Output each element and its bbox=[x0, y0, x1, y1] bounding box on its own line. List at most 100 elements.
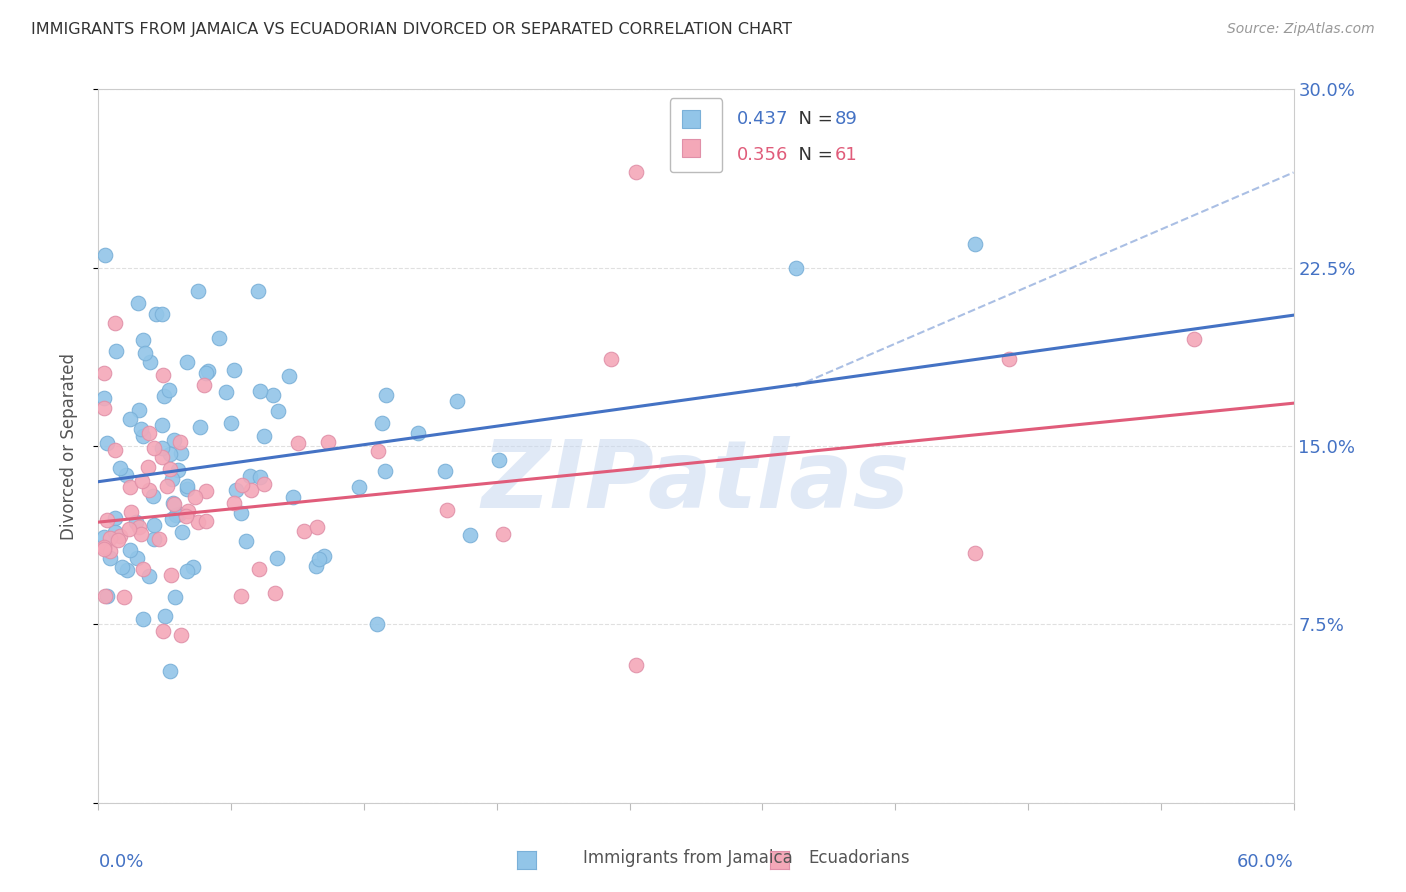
Point bbox=[111, 560, 134, 574]
Point bbox=[349, 479, 371, 493]
Point bbox=[176, 564, 198, 578]
Point bbox=[229, 506, 252, 520]
Point bbox=[367, 444, 389, 458]
Point bbox=[120, 543, 142, 558]
Text: 61: 61 bbox=[835, 145, 858, 163]
Point bbox=[458, 528, 481, 542]
Point bbox=[142, 489, 165, 503]
Legend: , : , bbox=[669, 98, 723, 172]
Point bbox=[96, 513, 118, 527]
Point bbox=[143, 442, 166, 456]
Point bbox=[436, 502, 458, 516]
Point bbox=[127, 296, 149, 310]
Point bbox=[159, 384, 181, 398]
Point bbox=[93, 542, 115, 557]
Point bbox=[170, 627, 193, 641]
Point bbox=[125, 515, 148, 529]
Point bbox=[249, 470, 271, 484]
Point bbox=[249, 384, 271, 399]
Text: 89: 89 bbox=[835, 111, 858, 128]
Point bbox=[152, 417, 174, 432]
Point bbox=[287, 435, 309, 450]
Point bbox=[169, 434, 191, 449]
Point bbox=[105, 343, 128, 358]
Point bbox=[247, 562, 270, 576]
Point bbox=[107, 533, 129, 547]
Point bbox=[108, 529, 131, 543]
Point bbox=[94, 589, 117, 603]
Point bbox=[253, 429, 276, 443]
Point bbox=[235, 534, 257, 549]
Text: Immigrants from Jamaica: Immigrants from Jamaica bbox=[583, 849, 793, 867]
Point bbox=[98, 531, 121, 545]
Text: 0.437: 0.437 bbox=[737, 111, 789, 128]
Point bbox=[129, 422, 152, 436]
Point bbox=[118, 412, 141, 426]
Point bbox=[239, 468, 262, 483]
Text: IMMIGRANTS FROM JAMAICA VS ECUADORIAN DIVORCED OR SEPARATED CORRELATION CHART: IMMIGRANTS FROM JAMAICA VS ECUADORIAN DI… bbox=[31, 22, 792, 37]
Point bbox=[145, 307, 167, 321]
Point bbox=[143, 532, 166, 546]
Point bbox=[626, 165, 648, 179]
Point bbox=[408, 425, 430, 440]
Point bbox=[93, 391, 115, 405]
Point bbox=[114, 467, 136, 482]
Point bbox=[96, 589, 118, 603]
Point bbox=[108, 460, 131, 475]
Point bbox=[129, 526, 152, 541]
Text: R =: R = bbox=[689, 145, 728, 163]
Point bbox=[165, 508, 187, 523]
Text: N =: N = bbox=[787, 145, 839, 163]
Point bbox=[138, 425, 160, 440]
Point bbox=[152, 441, 174, 455]
Point bbox=[215, 385, 238, 400]
Point bbox=[253, 477, 276, 491]
Point bbox=[153, 389, 176, 403]
Point bbox=[163, 590, 186, 604]
Point bbox=[307, 520, 329, 534]
Point bbox=[183, 559, 205, 574]
Point bbox=[176, 479, 198, 493]
Point bbox=[963, 546, 986, 560]
Point bbox=[370, 416, 392, 430]
Point bbox=[266, 550, 288, 565]
Point bbox=[93, 530, 115, 544]
Point bbox=[963, 236, 986, 251]
Point bbox=[96, 435, 118, 450]
Point bbox=[262, 387, 284, 401]
Point bbox=[132, 562, 155, 576]
Point bbox=[134, 346, 156, 360]
Point bbox=[136, 459, 159, 474]
Point bbox=[159, 461, 181, 475]
Point bbox=[177, 504, 200, 518]
Point bbox=[187, 515, 209, 529]
Point bbox=[195, 514, 218, 528]
Point bbox=[305, 558, 328, 573]
Point bbox=[159, 664, 181, 678]
Point bbox=[128, 402, 150, 417]
Text: Source: ZipAtlas.com: Source: ZipAtlas.com bbox=[1227, 22, 1375, 37]
Point bbox=[131, 474, 153, 488]
Text: 0.0%: 0.0% bbox=[98, 853, 143, 871]
Point bbox=[434, 463, 457, 477]
Point bbox=[176, 355, 198, 369]
Point bbox=[118, 480, 141, 494]
Point bbox=[131, 612, 153, 626]
Point bbox=[118, 523, 141, 537]
Point bbox=[281, 490, 304, 504]
Point bbox=[152, 624, 174, 638]
Point bbox=[160, 567, 183, 582]
Point bbox=[785, 260, 807, 275]
Point bbox=[98, 551, 121, 566]
Point bbox=[194, 366, 217, 380]
Point bbox=[231, 478, 253, 492]
Point bbox=[131, 333, 153, 347]
Point bbox=[163, 433, 186, 447]
Point bbox=[626, 657, 648, 672]
Point bbox=[267, 403, 290, 417]
Text: R =: R = bbox=[689, 111, 728, 128]
Point bbox=[150, 307, 173, 321]
Point bbox=[120, 505, 142, 519]
Point bbox=[246, 285, 269, 299]
Point bbox=[153, 609, 176, 624]
